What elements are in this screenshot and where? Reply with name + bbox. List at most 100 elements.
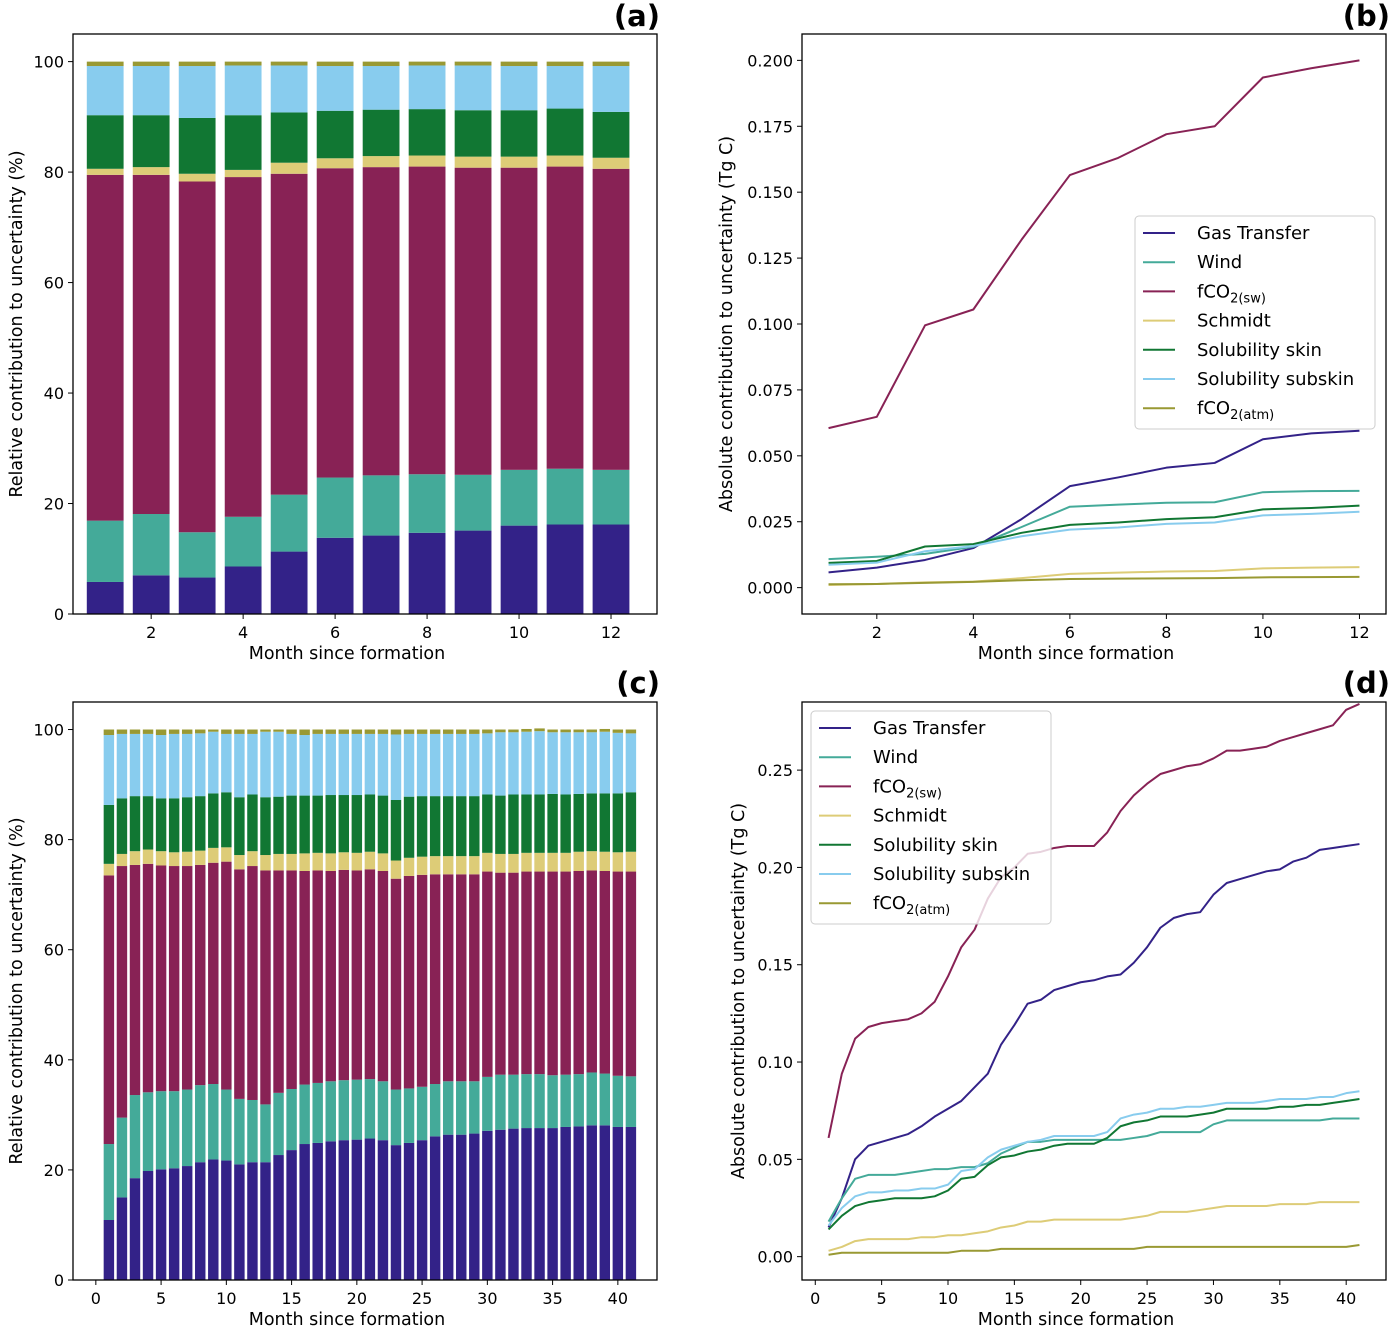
bar-segment-schmidt-month-18: [325, 853, 336, 871]
bar-segment-gas-transfer-month-19: [338, 1140, 350, 1280]
bar-segment-wind-month-7: [181, 1089, 193, 1167]
axes-frame: [801, 701, 1387, 1281]
bar-segment-solubility-skin-month-15: [286, 795, 297, 854]
bar-segment-fco2-atm--month-41: [625, 729, 637, 734]
bar-segment-wind-month-1: [103, 1144, 115, 1220]
bar-segment-solubility-skin-month-4: [224, 115, 262, 170]
bar-segment-solubility-skin-month-14: [273, 796, 284, 854]
legend-label: Gas Transfer: [873, 718, 986, 739]
x-tick-label: 5: [877, 1289, 887, 1308]
bar-segment-gas-transfer-month-23: [390, 1145, 402, 1280]
bar-segment-fco2-atm--month-24: [403, 729, 415, 734]
bar-segment-wind-month-7: [362, 475, 400, 536]
bar-segment-wind-month-19: [338, 1080, 350, 1141]
bar-segment-fco2-sw--month-11: [234, 869, 245, 1099]
y-tick-label: 0.000: [747, 579, 793, 598]
bar-segment-fco2-sw--month-18: [325, 871, 336, 1082]
y-axis-label: Absolute contribution to uncertainty (Tg…: [729, 803, 749, 1179]
bar-segment-wind-month-11: [546, 468, 584, 525]
bar-segment-gas-transfer-month-21: [364, 1138, 376, 1280]
bar-segment-solubility-skin-month-30: [482, 794, 493, 853]
bar-segment-fco2-atm--month-28: [456, 729, 467, 734]
bar-segment-fco2-atm--month-22: [377, 729, 389, 734]
legend-label: Wind: [1197, 252, 1242, 273]
legend-label: Solubility skin: [873, 835, 998, 856]
bar-segment-solubility-skin-month-25: [416, 796, 428, 857]
bar-segment-wind-month-31: [495, 1074, 506, 1130]
bar-segment-fco2-atm--month-8: [195, 729, 206, 734]
bar-segment-fco2-sw--month-14: [273, 870, 284, 1093]
bar-segment-solubility-subskin-month-16: [299, 735, 310, 796]
x-tick-label: 15: [281, 1289, 301, 1308]
y-tick-label: 0.050: [747, 447, 793, 466]
x-axis-label: Month since formation: [249, 644, 445, 664]
bar-segment-gas-transfer-month-11: [234, 1164, 245, 1280]
bar-segment-solubility-subskin-month-31: [495, 732, 506, 796]
bar-segment-fco2-sw--month-36: [560, 871, 571, 1075]
bar-segment-fco2-sw--month-26: [429, 874, 441, 1085]
bar-segment-wind-month-4: [142, 1092, 154, 1172]
bar-segment-fco2-atm--month-12: [247, 729, 258, 734]
bar-segment-solubility-skin-month-18: [325, 795, 336, 854]
bar-segment-gas-transfer-month-1: [103, 1220, 115, 1280]
bar-segment-fco2-atm--month-10: [221, 729, 232, 734]
bar-segment-solubility-skin-month-7: [362, 109, 400, 157]
bar-segment-solubility-skin-month-6: [168, 798, 180, 853]
bar-segment-fco2-sw--month-5: [155, 865, 167, 1092]
x-tick-label: 4: [238, 623, 248, 642]
bar-segment-solubility-subskin-month-7: [181, 733, 193, 798]
bar-segment-fco2-sw--month-5: [270, 173, 308, 495]
bar-segment-gas-transfer-month-16: [299, 1144, 310, 1280]
bar-segment-fco2-atm--month-6: [168, 729, 180, 734]
plot-area: [103, 728, 637, 1280]
bar-segment-fco2-atm--month-7: [362, 61, 400, 67]
bar-segment-solubility-subskin-month-8: [195, 733, 206, 797]
bar-segment-fco2-sw--month-39: [599, 871, 611, 1074]
bar-segment-solubility-skin-month-12: [592, 111, 630, 158]
bar-segment-wind-month-12: [247, 1099, 258, 1163]
bar-segment-wind-month-10: [500, 469, 538, 526]
bar-segment-fco2-atm--month-30: [482, 729, 493, 734]
bar-segment-fco2-sw--month-8: [195, 864, 206, 1086]
bar-segment-gas-transfer-month-27: [442, 1134, 454, 1280]
x-tick-label: 35: [542, 1289, 562, 1308]
bar-segment-fco2-atm--month-6: [316, 61, 354, 67]
bar-segment-fco2-sw--month-38: [586, 870, 597, 1073]
bar-segment-schmidt-month-1: [103, 863, 115, 876]
bar-segment-fco2-atm--month-37: [573, 729, 584, 733]
bar-segment-solubility-skin-month-40: [612, 793, 624, 853]
series-line-schmidt: [828, 1201, 1360, 1252]
bar-segment-fco2-sw--month-30: [482, 871, 493, 1077]
bar-segment-fco2-atm--month-4: [224, 61, 262, 66]
x-axis-label: Month since formation: [249, 1310, 445, 1329]
x-tick-label: 30: [477, 1289, 497, 1308]
panel-b: 2 4 6 8 10 12 0.000 0.025 0.050 0.075 0.100 0.125 0.…: [717, 0, 1390, 664]
legend-frame: [810, 710, 1052, 925]
bar-segment-fco2-atm--month-5: [155, 729, 167, 736]
bar-segment-wind-month-29: [469, 1081, 480, 1134]
bar-segment-solubility-skin-month-8: [408, 109, 446, 156]
bar-segment-gas-transfer-month-41: [625, 1126, 637, 1280]
bar-segment-gas-transfer-month-37: [573, 1126, 584, 1280]
bar-segment-schmidt-month-24: [403, 857, 415, 876]
bar-segment-fco2-atm--month-4: [142, 729, 154, 734]
y-tick-label: 60: [44, 274, 64, 293]
bar-segment-solubility-skin-month-11: [234, 797, 245, 856]
x-tick-label: 12: [1349, 623, 1369, 642]
bar-segment-solubility-subskin-month-29: [469, 733, 480, 797]
bar-segment-schmidt-month-40: [612, 852, 624, 872]
bar-segment-solubility-subskin-month-27: [442, 733, 454, 797]
bar-segment-schmidt-month-41: [625, 851, 637, 872]
bar-segment-wind-month-16: [299, 1084, 310, 1145]
bar-segment-solubility-subskin-month-10: [500, 66, 538, 111]
bar-segment-schmidt-month-36: [560, 852, 571, 872]
bar-segment-fco2-sw--month-11: [546, 166, 584, 469]
bar-segment-fco2-sw--month-25: [416, 874, 428, 1087]
bar-segment-fco2-atm--month-40: [612, 729, 624, 733]
bar-segment-fco2-atm--month-2: [132, 61, 170, 67]
bar-segment-solubility-skin-month-22: [377, 795, 389, 854]
bar-segment-solubility-skin-month-38: [586, 793, 597, 852]
bar-segment-solubility-subskin-month-11: [546, 66, 584, 109]
bar-segment-fco2-atm--month-14: [273, 729, 284, 732]
series-line-fco2-atm-: [828, 575, 1360, 586]
